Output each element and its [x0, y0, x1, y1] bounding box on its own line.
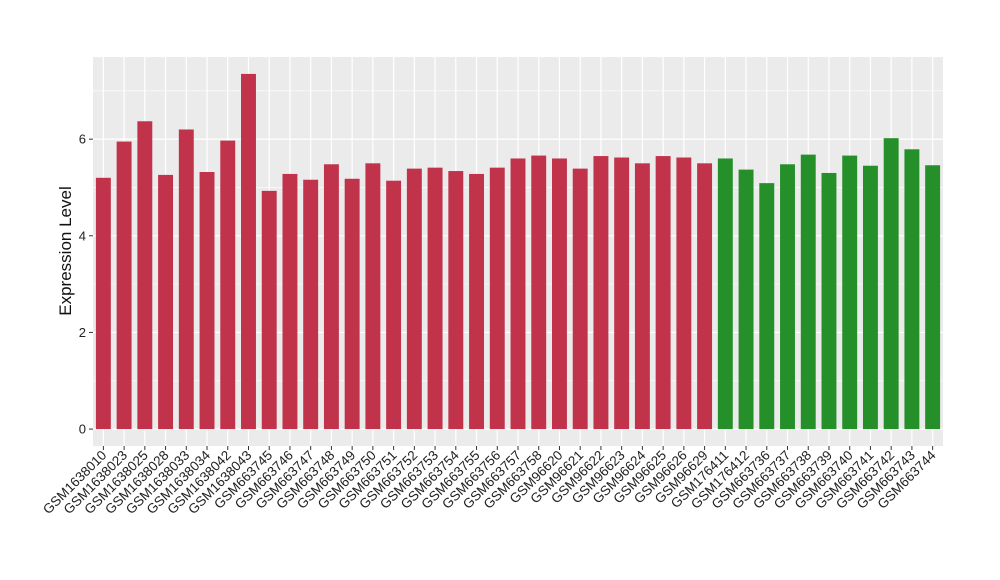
bar-GSM1638043	[241, 73, 256, 430]
bar-GSM663740	[842, 155, 858, 430]
bar-GSM663750	[365, 163, 381, 430]
bar-GSM663752	[406, 168, 422, 430]
bar-GSM663744	[925, 165, 941, 430]
y-tick-label: 2	[79, 325, 86, 340]
bar-GSM663745	[261, 190, 277, 430]
bar-GSM663743	[904, 149, 920, 430]
bars	[95, 73, 941, 430]
bar-GSM96621	[572, 168, 588, 430]
x-axis: GSM1638010GSM1638023GSM1638025GSM1638028…	[40, 446, 939, 517]
bar-GSM663755	[469, 173, 484, 430]
bar-GSM663748	[323, 164, 339, 430]
bar-GSM96623	[614, 157, 630, 430]
bar-GSM1638023	[116, 141, 132, 430]
bar-GSM96624	[634, 163, 650, 430]
bar-GSM663749	[344, 178, 360, 430]
bar-GSM1638033	[178, 129, 194, 430]
bar-GSM96622	[593, 156, 609, 430]
bar-GSM663738	[800, 154, 816, 430]
bar-GSM663747	[303, 179, 319, 430]
bar-GSM663741	[862, 165, 878, 430]
bar-GSM663757	[510, 158, 526, 430]
bar-GSM663754	[448, 171, 464, 430]
bar-GSM1638025	[137, 121, 153, 430]
bar-GSM663756	[489, 167, 505, 430]
y-axis-title: Expression Level	[56, 186, 75, 315]
bar-GSM663751	[386, 180, 402, 430]
bar-GSM663739	[821, 172, 837, 430]
bar-GSM96629	[697, 163, 713, 430]
bar-GSM1638042	[220, 140, 236, 430]
bar-GSM663753	[427, 167, 443, 430]
bar-GSM1638034	[199, 172, 215, 430]
bar-GSM663737	[780, 164, 795, 430]
y-tick-label: 0	[79, 422, 86, 437]
bar-GSM1638028	[158, 174, 174, 430]
bar-GSM96626	[676, 157, 692, 430]
bar-GSM663742	[883, 138, 899, 430]
bar-GSM663758	[531, 155, 547, 430]
bar-GSM96625	[655, 156, 671, 430]
bar-GSM1638010	[95, 177, 111, 430]
bar-GSM663736	[759, 183, 775, 430]
y-tick-label: 6	[79, 132, 86, 147]
y-axis: 0 2 4 6	[79, 132, 93, 437]
bar-GSM176412	[738, 169, 754, 430]
bar-GSM96620	[552, 158, 567, 430]
bar-GSM663746	[282, 173, 298, 430]
y-tick-label: 4	[79, 228, 86, 243]
bar-GSM176411	[717, 158, 733, 430]
